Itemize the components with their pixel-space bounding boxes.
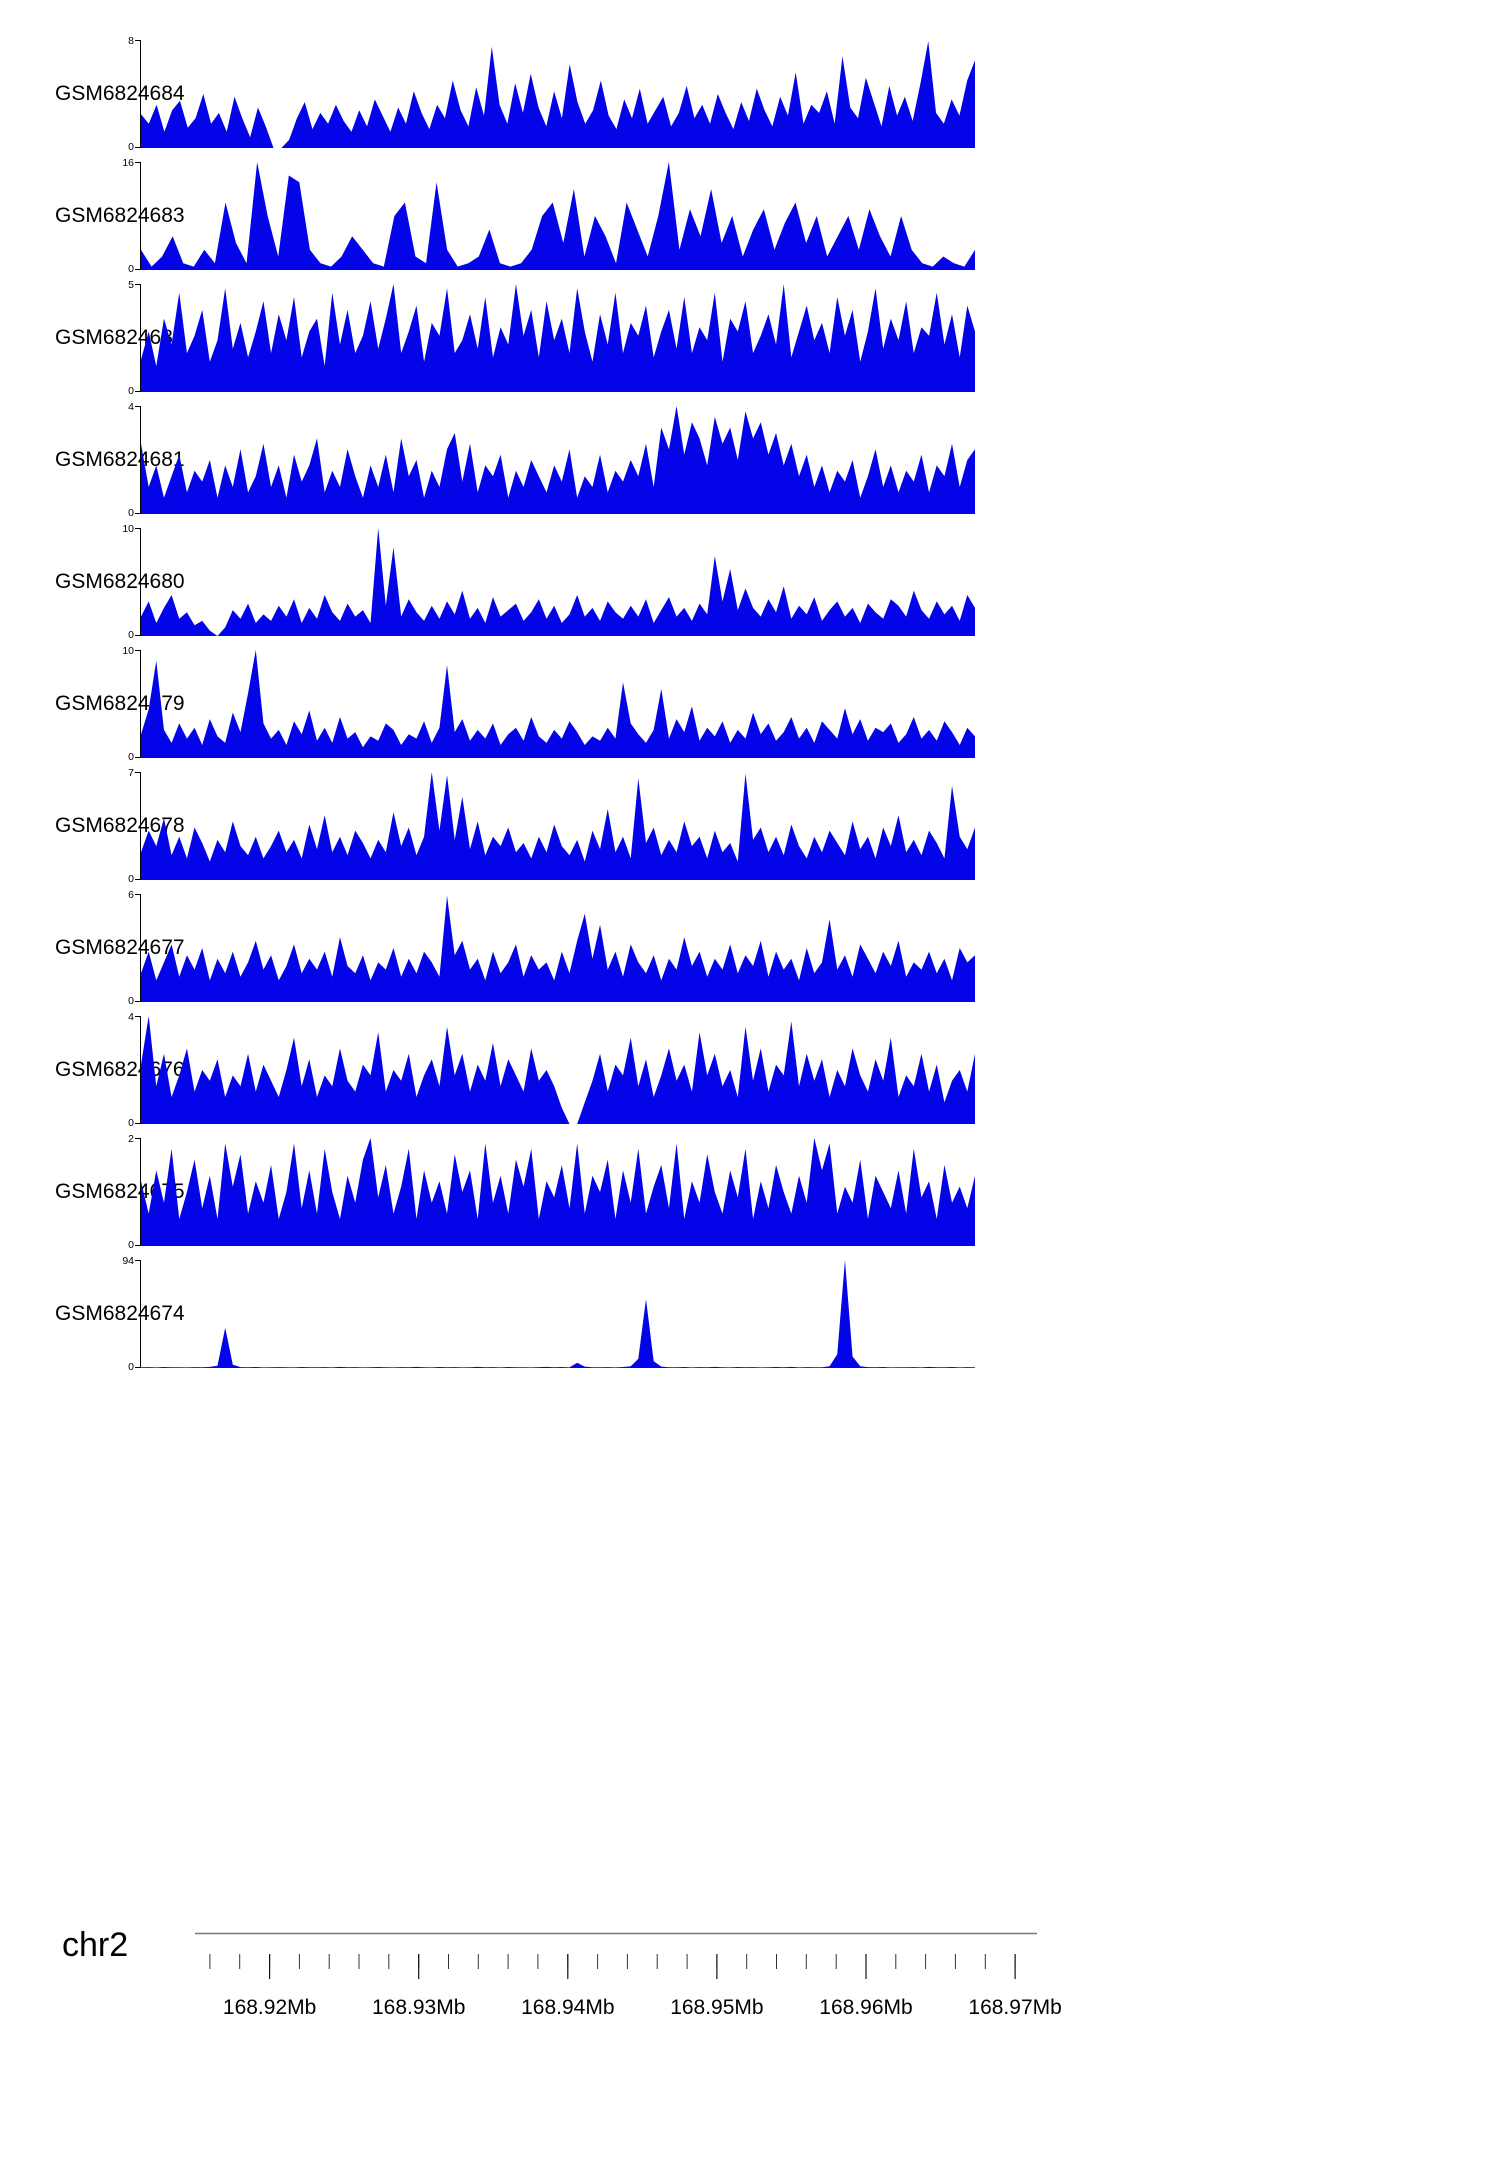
y-axis-max-label: 2	[128, 1133, 134, 1145]
track-label: GSM6824675	[55, 1180, 185, 1203]
track-label: GSM6824679	[55, 692, 185, 715]
y-axis-max-label: 94	[122, 1255, 134, 1267]
y-axis: 10 0	[100, 645, 140, 763]
y-axis-max-label: 16	[122, 157, 134, 169]
coverage-plot	[140, 772, 975, 880]
y-axis-min-label: 0	[128, 629, 134, 641]
track-row: GSM6824674 94 0	[0, 1255, 1500, 1373]
coverage-area	[141, 41, 975, 148]
track-row: GSM6824679 10 0	[0, 645, 1500, 763]
axis-tick-label: 168.96Mb	[819, 1996, 912, 2019]
track-row: GSM6824681 4 0	[0, 401, 1500, 519]
y-axis-max-label: 10	[122, 645, 134, 657]
track-row: GSM6824677 6 0	[0, 889, 1500, 1007]
coverage-area	[141, 895, 975, 1002]
y-axis: 8 0	[100, 35, 140, 153]
y-axis-max-label: 6	[128, 889, 134, 901]
axis-tick-label: 168.92Mb	[223, 1996, 316, 2019]
y-axis-min-label: 0	[128, 507, 134, 519]
coverage-area	[141, 650, 975, 758]
track-label: GSM6824676	[55, 1058, 185, 1081]
y-axis: 16 0	[100, 157, 140, 275]
coverage-area	[141, 162, 975, 270]
y-axis: 6 0	[100, 889, 140, 1007]
tracks-panel: GSM6824684 8 0 GSM6824683 16 0 GSM682468…	[0, 35, 1500, 1373]
track-row: GSM6824682 5 0	[0, 279, 1500, 397]
y-axis: 2 0	[100, 1133, 140, 1251]
track-row: GSM6824678 7 0	[0, 767, 1500, 885]
track-label: GSM6824677	[55, 936, 185, 959]
y-axis-min-label: 0	[128, 751, 134, 763]
genome-axis: 168.92Mb 168.93Mb 168.94Mb 168.95Mb 168.96Mb…	[195, 1932, 1062, 2062]
coverage-area	[141, 284, 975, 392]
axis-tick-label: 168.93Mb	[372, 1996, 465, 2019]
track-label: GSM6824681	[55, 448, 185, 471]
y-axis-max-label: 4	[128, 401, 134, 413]
coverage-area	[141, 528, 975, 636]
y-axis-min-label: 0	[128, 1239, 134, 1251]
chromosome-label: chr2	[62, 1926, 129, 1964]
coverage-plot	[140, 650, 975, 758]
track-label: GSM6824682	[55, 326, 185, 349]
coverage-plot	[140, 1138, 975, 1246]
y-axis-min-label: 0	[128, 263, 134, 275]
coverage-plot	[140, 1016, 975, 1124]
y-axis: 10 0	[100, 523, 140, 641]
y-axis: 94 0	[100, 1255, 140, 1373]
coverage-plot	[140, 40, 975, 148]
y-axis: 4 0	[100, 401, 140, 519]
coverage-area	[141, 1260, 975, 1368]
coverage-plot	[140, 406, 975, 514]
coverage-area	[141, 1138, 975, 1246]
y-axis: 4 0	[100, 1011, 140, 1129]
track-row: GSM6824675 2 0	[0, 1133, 1500, 1251]
y-axis-max-label: 10	[122, 523, 134, 535]
y-axis-min-label: 0	[128, 873, 134, 885]
track-label: GSM6824680	[55, 570, 185, 593]
y-axis-min-label: 0	[128, 1361, 134, 1373]
coverage-plot	[140, 894, 975, 1002]
axis-tick-label: 168.95Mb	[670, 1996, 763, 2019]
y-axis-max-label: 8	[128, 35, 134, 47]
coverage-plot	[140, 1260, 975, 1368]
y-axis: 7 0	[100, 767, 140, 885]
coverage-area	[141, 772, 975, 880]
coverage-area	[141, 1016, 975, 1124]
coverage-plot	[140, 284, 975, 392]
y-axis-min-label: 0	[128, 1117, 134, 1129]
track-row: GSM6824680 10 0	[0, 523, 1500, 641]
y-axis-max-label: 7	[128, 767, 134, 779]
track-row: GSM6824683 16 0	[0, 157, 1500, 275]
genome-axis-section: chr2 168.92Mb 168.93Mb 168.94Mb 168.95Mb 168…	[0, 1926, 1500, 2162]
y-axis-max-label: 5	[128, 279, 134, 291]
y-axis: 5 0	[100, 279, 140, 397]
axis-tick-label: 168.94Mb	[521, 1996, 614, 2019]
coverage-area	[141, 406, 975, 514]
track-row: GSM6824676 4 0	[0, 1011, 1500, 1129]
y-axis-min-label: 0	[128, 385, 134, 397]
track-row: GSM6824684 8 0	[0, 35, 1500, 153]
track-label: GSM6824674	[55, 1302, 185, 1325]
coverage-plot	[140, 528, 975, 636]
spacer	[0, 1382, 1500, 1932]
track-label: GSM6824678	[55, 814, 185, 837]
y-axis-min-label: 0	[128, 141, 134, 153]
y-axis-max-label: 4	[128, 1011, 134, 1023]
genome-axis-ruler: 168.92Mb 168.93Mb 168.94Mb 168.95Mb 168.96Mb…	[195, 1932, 1062, 2019]
y-axis-min-label: 0	[128, 995, 134, 1007]
track-label: GSM6824683	[55, 204, 185, 227]
track-label: GSM6824684	[55, 82, 185, 105]
coverage-plot	[140, 162, 975, 270]
axis-tick-label: 168.97Mb	[968, 1996, 1061, 2019]
